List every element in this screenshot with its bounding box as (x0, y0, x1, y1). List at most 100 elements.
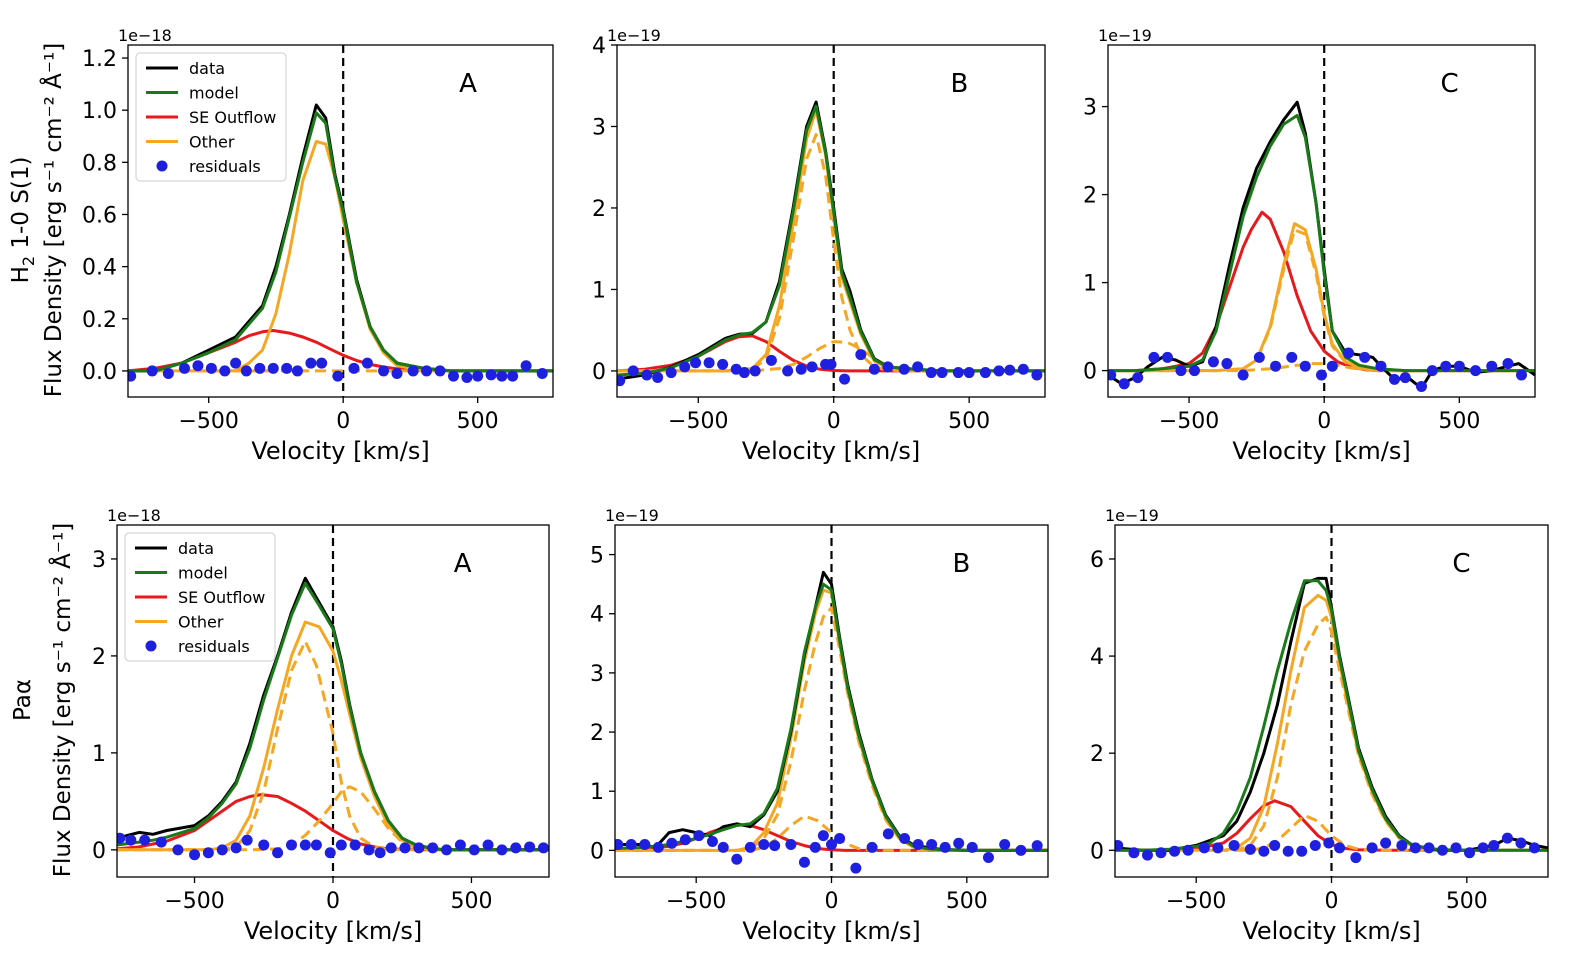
residual-point (665, 367, 677, 379)
residual-point (1453, 360, 1465, 372)
residual-point (472, 370, 484, 382)
residual-point (936, 367, 948, 379)
plot-area (615, 570, 1048, 874)
residual-point (178, 362, 190, 374)
legend-marker-residuals (156, 160, 168, 172)
y-tick-label: 0.6 (82, 203, 117, 228)
residual-point (652, 841, 664, 853)
residual-point (441, 844, 453, 856)
residual-point (999, 838, 1011, 850)
axes-frame (127, 44, 554, 398)
residual-point (1198, 842, 1210, 854)
residual-point (1334, 842, 1346, 854)
residual-point (1282, 845, 1294, 857)
residual-point (378, 365, 390, 377)
residual-point (468, 844, 480, 856)
residual-point (738, 367, 750, 379)
axis-offset-text: 1e−18 (118, 26, 172, 45)
residual-point (1244, 843, 1256, 855)
residual-point (1299, 360, 1311, 372)
residual-point (769, 840, 781, 852)
y-tick-label: 2 (92, 645, 106, 670)
residual-point (413, 842, 425, 854)
residual-point (496, 844, 508, 856)
residual-point (258, 839, 270, 851)
residual-point (1515, 837, 1527, 849)
legend-entry-label: model (189, 84, 239, 103)
x-tick-label: 500 (1446, 889, 1488, 914)
residual-point (1004, 364, 1016, 376)
y-tick-label: 1 (1083, 272, 1097, 297)
residual-point (749, 365, 761, 377)
residual-point (1115, 839, 1124, 851)
residual-point (361, 357, 373, 369)
residual-point (1228, 839, 1240, 851)
residual-point (1188, 365, 1200, 377)
residual-point (1440, 360, 1452, 372)
series-other-line (617, 108, 1045, 373)
residual-point (834, 833, 846, 845)
axis-offset-text: 1e−19 (607, 26, 661, 45)
panel-label: C (1452, 549, 1470, 579)
axis-offset-text: 1e−19 (1105, 506, 1159, 525)
axis-offset-text: 1e−19 (1098, 26, 1152, 45)
legend-entry-label: Other (189, 133, 235, 152)
y-tick-label: 0 (1083, 360, 1097, 385)
residual-point (316, 357, 328, 369)
panel-Pa-C: −500 0 500 0 2 4 6 1e−19 Velocity [km/s] C (1090, 506, 1549, 945)
y-tick-label: 0.2 (82, 308, 117, 333)
residual-point (241, 834, 253, 846)
residual-point (652, 371, 664, 383)
residual-point (536, 368, 548, 380)
residual-point (1323, 837, 1335, 849)
x-tick-label: 0 (825, 889, 839, 914)
x-tick-label: −500 (164, 889, 224, 914)
y-tick-label: 6 (1090, 548, 1104, 573)
series-model-line (617, 104, 1045, 377)
residual-point (1108, 369, 1117, 381)
residual-point (1270, 360, 1282, 372)
residual-point (305, 357, 317, 369)
residual-point (447, 370, 459, 382)
residual-point (1486, 360, 1498, 372)
residual-point (817, 830, 829, 842)
x-axis-label: Velocity [km/s] (1242, 917, 1420, 945)
residual-point (385, 842, 397, 854)
series-model-line (128, 111, 553, 373)
residual-point (434, 365, 446, 377)
residual-point (1161, 351, 1173, 363)
y-axis-label: Flux Density [erg s⁻¹ cm⁻² Å⁻¹] (39, 43, 67, 397)
residual-point (1388, 373, 1400, 385)
x-tick-label: 500 (450, 889, 492, 914)
residual-point (625, 838, 637, 850)
residual-point (666, 837, 678, 849)
x-tick-label: 0 (1325, 889, 1339, 914)
plot-area (617, 100, 1045, 387)
x-tick-label: 500 (1438, 409, 1480, 434)
residual-point (1488, 839, 1500, 851)
legend-entry-label: SE Outflow (189, 108, 276, 127)
residual-point (641, 369, 653, 381)
residual-point (855, 349, 867, 361)
legend: data model SE Outflow Other residuals (124, 532, 276, 662)
panel-label: B (952, 549, 970, 579)
residual-point (679, 834, 691, 846)
residual-point (1396, 839, 1408, 851)
x-tick-label: −500 (1159, 409, 1219, 434)
x-tick-label: 500 (946, 889, 988, 914)
x-tick-label: −500 (1166, 889, 1226, 914)
panel-label: A (459, 69, 477, 99)
y-tick-label: 2 (590, 721, 604, 746)
x-axis-label: Velocity [km/s] (742, 917, 920, 945)
y-tick-label: 4 (592, 34, 606, 59)
y-tick-label: 1 (590, 780, 604, 805)
residual-point (1415, 380, 1427, 392)
x-tick-label: −500 (178, 409, 238, 434)
y-tick-label: 1 (92, 742, 106, 767)
y-tick-label: 3 (590, 662, 604, 687)
residual-point (798, 856, 810, 868)
axes-frame (1107, 44, 1536, 398)
y-tick-label: 0.0 (82, 360, 117, 385)
residual-point (125, 834, 137, 846)
series-model-line (1108, 113, 1535, 373)
